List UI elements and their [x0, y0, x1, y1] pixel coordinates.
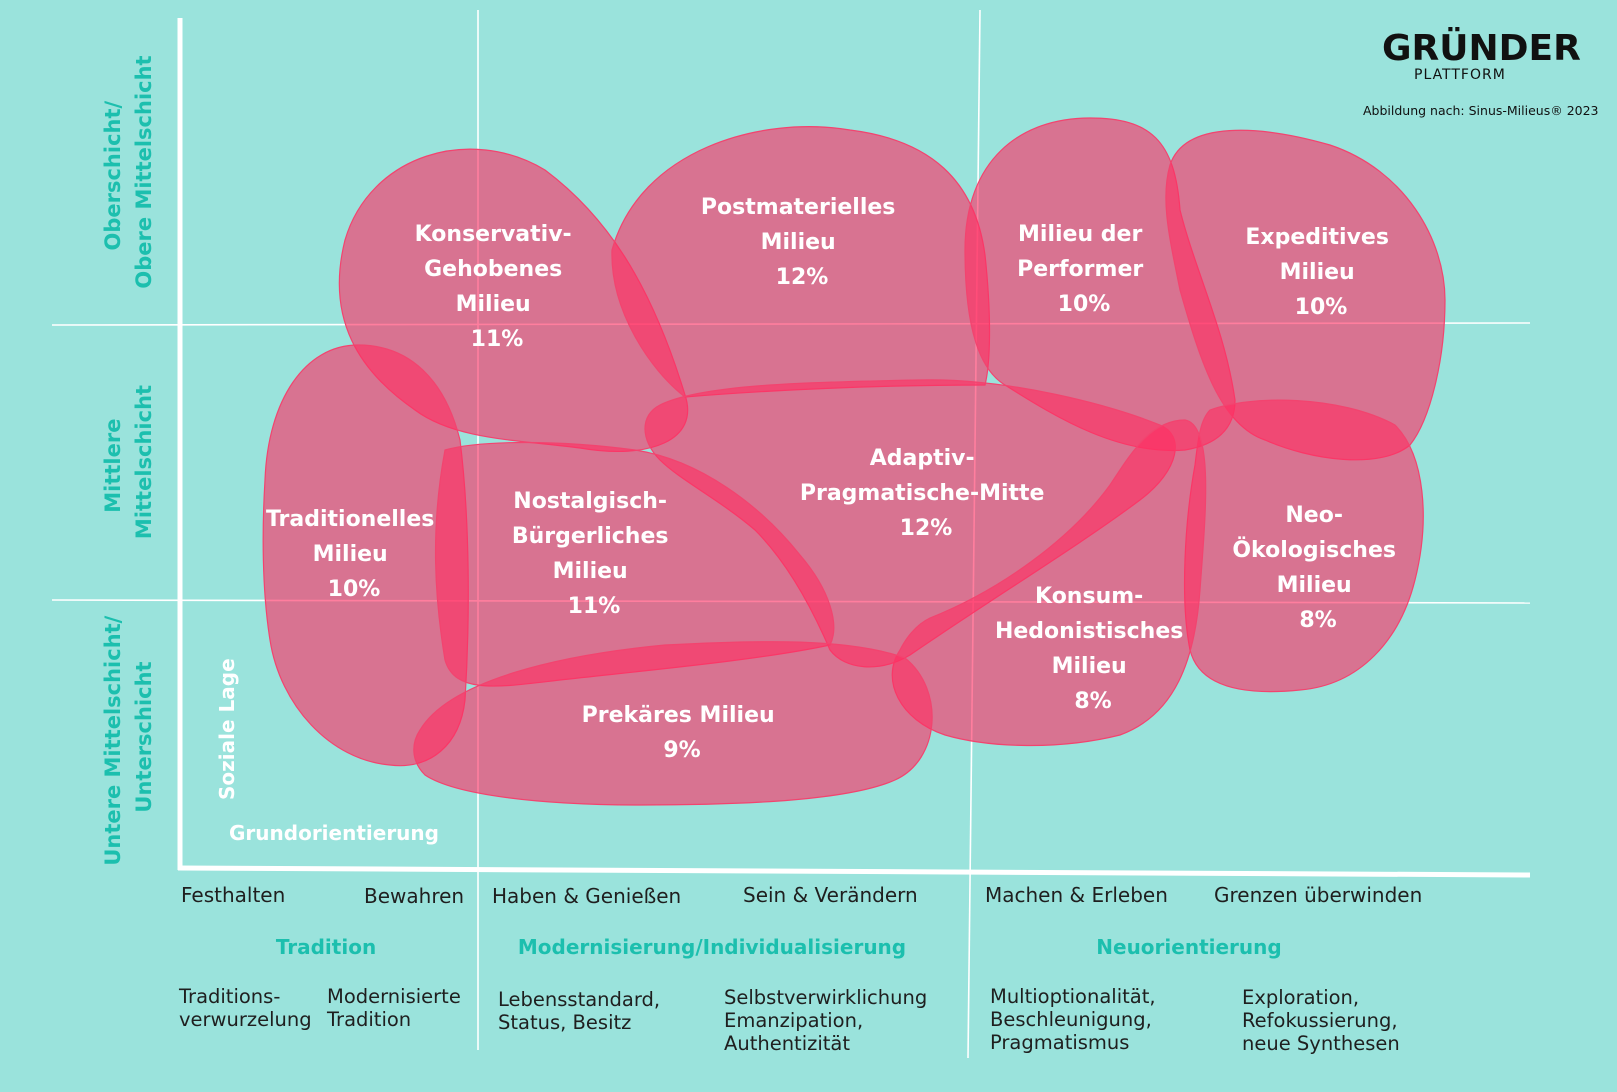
x-desc-multioptionalitaet: Multioptionalität, Beschleunigung, Pragm… [990, 985, 1162, 1054]
milieu-label-performer: Milieu der Performer 10% [1017, 222, 1151, 317]
x-tick-bewahren: Bewahren [364, 884, 464, 908]
milieu-label-postmaterielles: Postmaterielles Milieu 12% [701, 195, 903, 290]
x-axis-ticks: Festhalten Bewahren Haben & Genießen Sei… [181, 883, 1422, 908]
milieu-label-neo-oekologisches: Neo- Ökologisches Milieu 8% [1232, 503, 1403, 633]
milieu-labels: Konservativ- Gehobenes Milieu 11% Postma… [266, 195, 1403, 763]
x-group-neuorientierung: Neuorientierung [1096, 935, 1281, 959]
milieu-label-prekaeres: Prekäres Milieu 9% [582, 703, 783, 763]
milieu-label-expeditives: Expeditives Milieu 10% [1245, 225, 1396, 320]
x-axis-groups: Tradition Modernisierung/Individualisier… [276, 935, 1282, 959]
x-axis-line [177, 865, 1531, 878]
shape-expeditives [1165, 129, 1446, 461]
x-tick-machen-erleben: Machen & Erleben [985, 883, 1168, 907]
milieu-label-konservativ-gehobenes: Konservativ- Gehobenes Milieu 11% [415, 222, 580, 352]
source-note: Abbildung nach: Sinus-Milieus® 2023 [1363, 103, 1599, 118]
x-tick-festhalten: Festhalten [181, 883, 285, 907]
y-band-label-lower: Untere Mittelschicht/ Unterschicht [101, 608, 156, 865]
y-axis-labels: Oberschicht/ Obere Mittelschicht Mittler… [101, 55, 239, 865]
milieu-shapes [262, 117, 1446, 806]
x-tick-grenzen-ueberwinden: Grenzen überwinden [1214, 883, 1422, 907]
y-axis-caption: Soziale Lage [215, 658, 239, 800]
x-desc-exploration: Exploration, Refokussierung, neue Synthe… [1242, 986, 1404, 1055]
x-desc-traditionsverwurzelung: Traditions- verwurzelung [178, 985, 312, 1031]
milieu-label-adaptiv-pragmatische-mitte: Adaptiv- Pragmatische-Mitte 12% [800, 446, 1052, 541]
x-axis-descriptions: Traditions- verwurzelung Modernisierte T… [178, 985, 1404, 1055]
logo-subline: PLATTFORM [1414, 67, 1506, 83]
logo-wordmark: GRÜNDER [1382, 27, 1581, 69]
shape-prekaeres [413, 641, 933, 806]
x-tick-haben-geniessen: Haben & Genießen [492, 884, 681, 908]
x-group-modernisierung: Modernisierung/Individualisierung [518, 935, 906, 959]
y-band-label-upper: Oberschicht/ Obere Mittelschicht [101, 55, 156, 288]
x-desc-selbstverwirklichung: Selbstverwirklichung Emanzipation, Authe… [724, 986, 933, 1055]
shape-postmaterielles [611, 126, 991, 398]
x-tick-sein-veraendern: Sein & Verändern [743, 883, 918, 907]
x-axis-caption: Grundorientierung [229, 821, 439, 845]
y-band-label-middle: Mittlere Mittelschicht [101, 385, 156, 539]
x-group-tradition: Tradition [276, 935, 376, 959]
milieu-label-nostalgisch-buergerliches: Nostalgisch- Bürgerliches Milieu 11% [512, 489, 676, 619]
x-desc-modernisierte-tradition: Modernisierte Tradition [326, 985, 467, 1031]
x-desc-lebensstandard: Lebensstandard, Status, Besitz [498, 988, 666, 1034]
milieu-label-traditionelles: Traditionelles Milieu 10% [266, 507, 442, 602]
milieu-label-konsum-hedonistisches: Konsum- Hedonistisches Milieu 8% [995, 584, 1191, 714]
axes [177, 18, 1531, 878]
logo: GRÜNDER PLATTFORM [1382, 27, 1581, 83]
